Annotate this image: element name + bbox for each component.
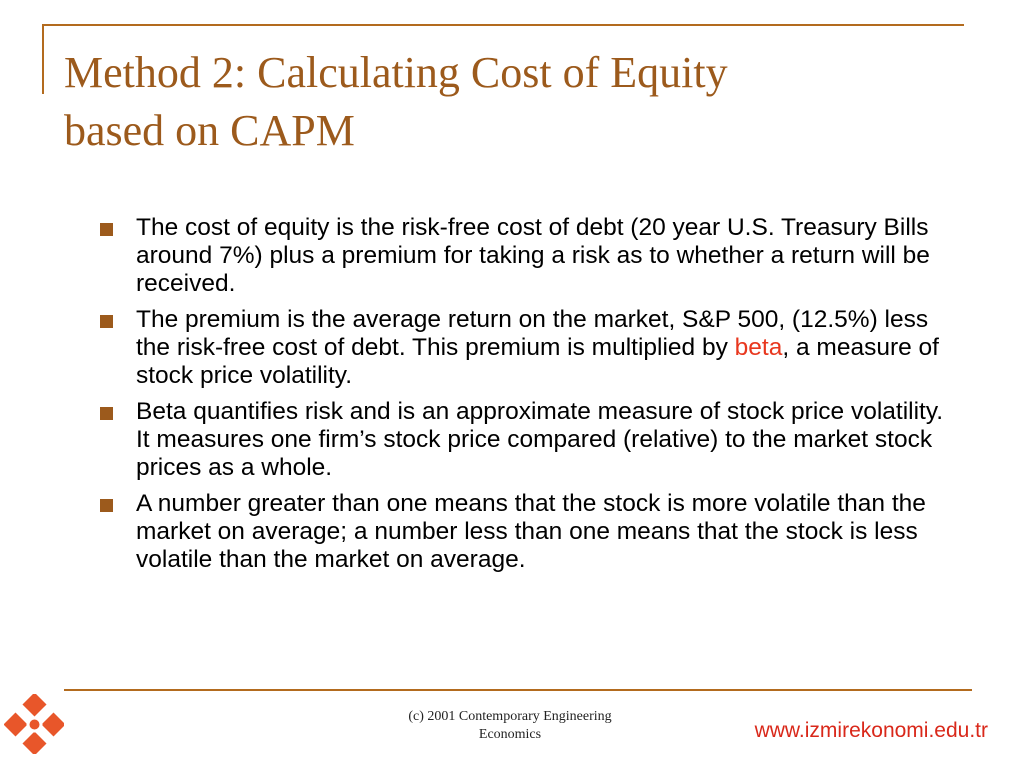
- footer-url-link[interactable]: www.izmirekonomi.edu.tr: [754, 719, 988, 742]
- footer-copyright: (c) 2001 Contemporary Engineering Econom…: [380, 708, 640, 744]
- bullet-item-4: A number greater than one means that the…: [100, 490, 950, 574]
- square-bullet-icon: [100, 499, 113, 512]
- bullet-item-1: The cost of equity is the risk-free cost…: [100, 214, 950, 298]
- bullet-item-2: The premium is the average return on the…: [100, 306, 950, 390]
- bullet-text-2-after: , a measure of stock price volatility.: [136, 334, 939, 389]
- beta-link[interactable]: beta: [734, 334, 783, 361]
- footer-copyright-line-2: Economics: [478, 727, 542, 742]
- bullet-text-2-before: The premium is the average return on the…: [136, 306, 929, 361]
- slide-title-line-2: based on CAPM: [64, 106, 355, 155]
- bullet-text-3: Beta quantifies risk and is an approxima…: [136, 398, 944, 481]
- slide-title: Method 2: Calculating Cost of Equity bas…: [64, 44, 964, 160]
- bullet-list: The cost of equity is the risk-free cost…: [100, 214, 950, 582]
- square-bullet-icon: [100, 223, 113, 236]
- bullet-text-4: A number greater than one means that the…: [136, 490, 926, 573]
- title-frame-left-rule: [42, 24, 44, 94]
- bullet-text-1: The cost of equity is the risk-free cost…: [136, 214, 930, 297]
- square-bullet-icon: [100, 315, 113, 328]
- slide-title-line-1: Method 2: Calculating Cost of Equity: [64, 48, 728, 97]
- bullet-item-3: Beta quantifies risk and is an approxima…: [100, 398, 950, 482]
- square-bullet-icon: [100, 407, 113, 420]
- footer-rule: [64, 689, 972, 691]
- title-frame-top-rule: [42, 24, 964, 26]
- footer-copyright-line-1: (c) 2001 Contemporary Engineering: [408, 709, 612, 724]
- bullet-text-2: The premium is the average return on the…: [136, 306, 939, 389]
- ieu-logo-icon: [4, 694, 64, 754]
